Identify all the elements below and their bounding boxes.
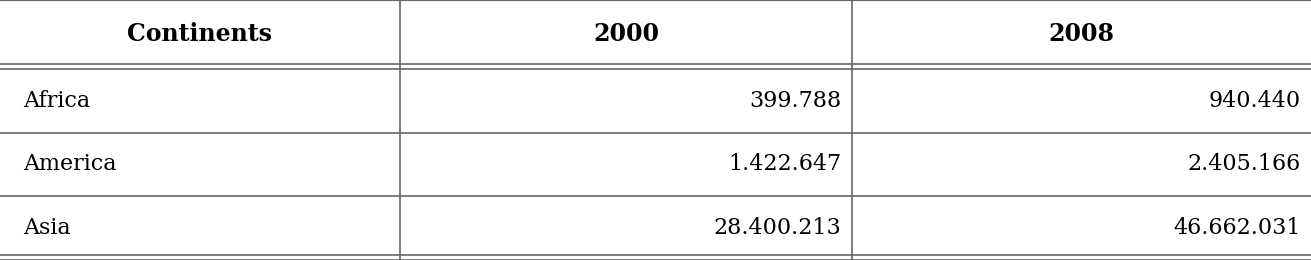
Text: 2.405.166: 2.405.166	[1188, 153, 1301, 176]
Text: 2000: 2000	[593, 22, 659, 47]
Text: Africa: Africa	[24, 90, 90, 112]
Text: 46.662.031: 46.662.031	[1173, 217, 1301, 239]
Text: 2008: 2008	[1049, 22, 1114, 47]
Text: 940.440: 940.440	[1209, 90, 1301, 112]
Text: Asia: Asia	[24, 217, 71, 239]
Text: Continents: Continents	[127, 22, 273, 47]
Text: 28.400.213: 28.400.213	[714, 217, 842, 239]
Text: 1.422.647: 1.422.647	[729, 153, 842, 176]
Text: America: America	[24, 153, 117, 176]
Text: 399.788: 399.788	[750, 90, 842, 112]
